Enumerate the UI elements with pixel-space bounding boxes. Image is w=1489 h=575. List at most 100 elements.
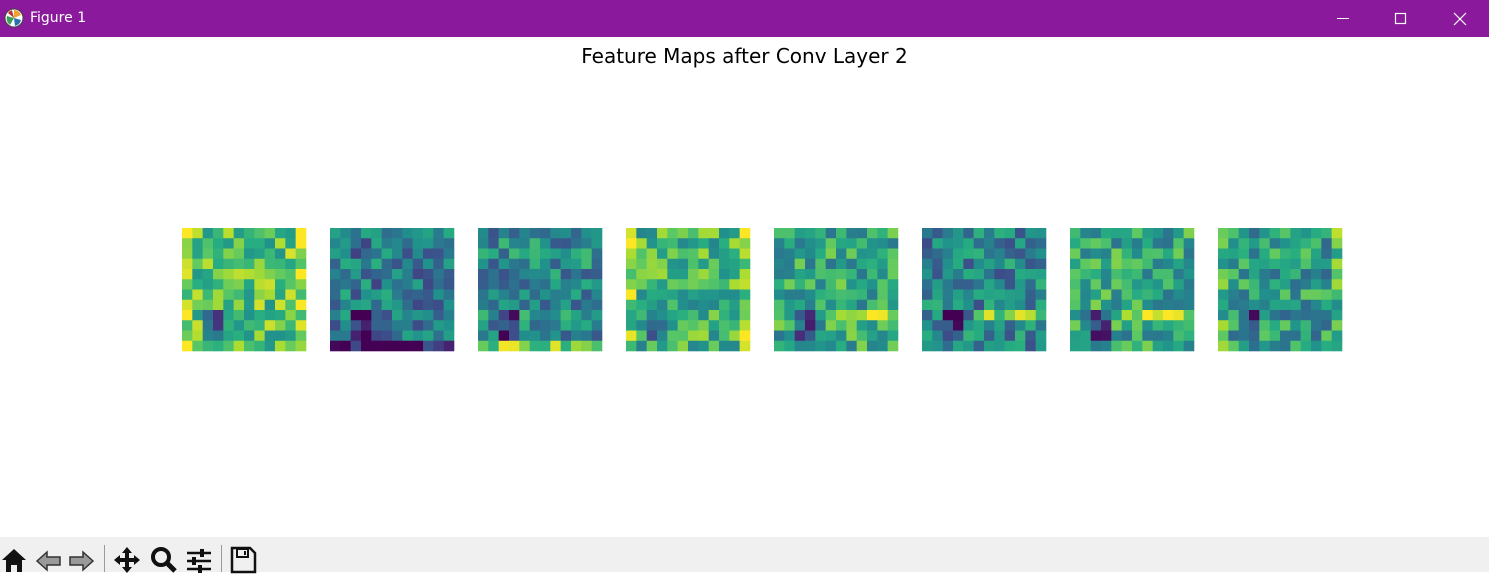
feature-map-cell	[1080, 320, 1091, 331]
feature-map-cell	[1218, 258, 1229, 270]
feature-map-cell	[202, 248, 214, 260]
feature-map-cell	[423, 330, 434, 342]
feature-map-cell	[784, 310, 795, 321]
feature-map-cell	[560, 289, 572, 301]
feature-map-cell	[794, 279, 806, 290]
feature-map-cell	[591, 330, 603, 342]
maximize-button[interactable]	[1372, 0, 1430, 37]
feature-map-cell	[295, 279, 307, 290]
feature-map-cell	[182, 299, 193, 311]
feature-map-cell	[330, 228, 341, 239]
feature-map-cell	[233, 279, 245, 290]
feature-map-cell	[867, 289, 878, 301]
feature-map-cell	[1311, 289, 1322, 301]
feature-map-cell	[1238, 330, 1250, 342]
feature-map-cell	[836, 310, 847, 321]
feature-map-cell	[498, 258, 510, 270]
feature-map-cell	[953, 238, 964, 249]
feature-map-cell	[708, 279, 720, 290]
home-button[interactable]	[0, 545, 30, 575]
feature-map-cell	[1111, 228, 1122, 239]
feature-map-cell	[264, 279, 276, 290]
feature-map-cell	[202, 289, 214, 301]
feature-map-cell	[1004, 299, 1016, 311]
feature-map-cell	[1163, 330, 1174, 342]
feature-map-cell	[887, 228, 899, 239]
feature-map-cell	[529, 330, 541, 342]
save-button[interactable]	[228, 545, 258, 575]
configure-subplots-button[interactable]	[184, 545, 214, 575]
feature-map-cell	[412, 269, 424, 280]
feature-map-cell	[371, 269, 382, 280]
feature-map-cell	[708, 299, 720, 311]
feature-map-cell	[1173, 340, 1184, 352]
feature-map-cell	[1290, 258, 1301, 270]
feature-map-cell	[836, 238, 847, 249]
feature-map-cell	[361, 269, 372, 280]
feature-map-cell	[423, 320, 434, 331]
feature-map-cell	[560, 238, 572, 249]
feature-map-cell	[1218, 330, 1229, 342]
feature-map-cell	[942, 340, 954, 352]
feature-map-cell	[330, 340, 341, 352]
feature-map-cell	[932, 320, 943, 331]
feature-map-cell	[1331, 310, 1343, 321]
pan-button[interactable]	[112, 545, 142, 575]
feature-map-cell	[729, 279, 740, 290]
feature-map-cell	[433, 299, 444, 311]
feature-map-cell	[1090, 228, 1102, 239]
feature-map-cell	[264, 228, 276, 239]
feature-map-cell	[867, 269, 878, 280]
feature-map-cell	[794, 228, 806, 239]
feature-map-cell	[412, 330, 424, 342]
feature-map-cell	[867, 238, 878, 249]
feature-map-cell	[1163, 310, 1174, 321]
feature-map-cell	[392, 299, 403, 311]
minimize-button[interactable]	[1314, 0, 1372, 37]
feature-map-cell	[581, 330, 592, 342]
feature-map-cell	[657, 289, 668, 301]
feature-map-cell	[1015, 279, 1026, 290]
feature-map-cell	[1152, 248, 1164, 260]
feature-map-cell	[295, 330, 307, 342]
feature-map-cell	[285, 330, 296, 342]
back-button[interactable]	[34, 545, 64, 575]
close-button[interactable]	[1431, 0, 1489, 37]
feature-map-cell	[719, 279, 730, 290]
feature-map-cell	[560, 340, 572, 352]
feature-map-cell	[1183, 320, 1195, 331]
feature-map-cell	[973, 340, 985, 352]
feature-map-cell	[774, 310, 785, 321]
feature-map-cell	[922, 228, 933, 239]
feature-map-cell	[264, 320, 276, 331]
zoom-button[interactable]	[148, 545, 178, 575]
zoom-icon	[151, 547, 177, 573]
feature-map-cell	[1249, 330, 1260, 342]
feature-map-cell	[1311, 279, 1322, 290]
feature-map-cell	[1321, 269, 1332, 280]
feature-map-cell	[443, 248, 455, 260]
feature-map-cell	[519, 289, 530, 301]
feature-map-cell	[677, 330, 689, 342]
feature-map-cell	[1228, 340, 1239, 352]
feature-map-cell	[877, 310, 888, 321]
feature-map-cell	[688, 248, 699, 260]
feature-map-cell	[867, 248, 878, 260]
feature-map-cell	[571, 279, 582, 290]
feature-map-cell	[739, 238, 751, 249]
feature-map-cell	[1004, 289, 1016, 301]
feature-map-cell	[381, 299, 393, 311]
forward-button[interactable]	[66, 545, 96, 575]
feature-map-cell	[571, 340, 582, 352]
feature-map-cell	[1121, 310, 1133, 321]
feature-map-cell	[805, 258, 816, 270]
feature-map-cell	[550, 228, 561, 239]
pan-icon	[114, 547, 140, 573]
feature-map-cell	[942, 289, 954, 301]
feature-map-cell	[1070, 340, 1081, 352]
feature-map-cell	[478, 289, 489, 301]
figure-canvas[interactable]: Feature Maps after Conv Layer 2	[0, 37, 1489, 537]
feature-map-cell	[233, 320, 245, 331]
feature-map-cell	[729, 289, 740, 301]
feature-map-cell	[984, 299, 995, 311]
